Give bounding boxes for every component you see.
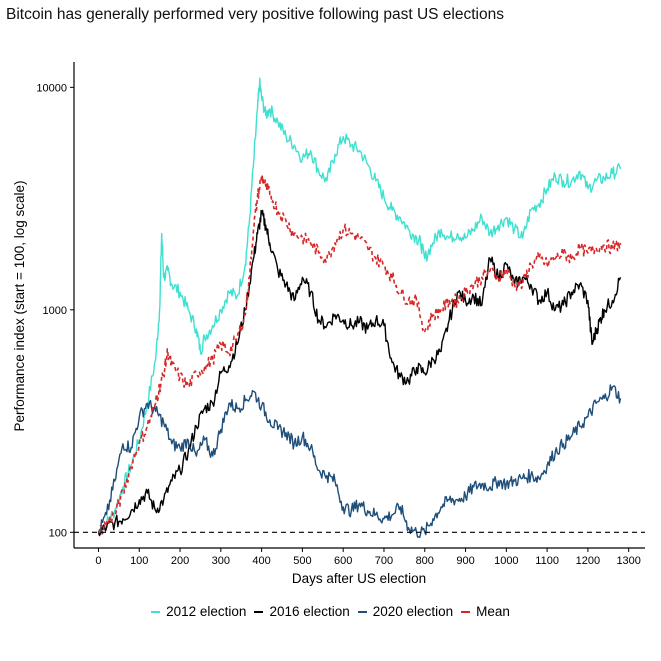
legend-item-mean: Mean xyxy=(461,604,510,619)
x-tick-label: 200 xyxy=(171,555,189,567)
x-axis-title: Days after US election xyxy=(292,571,426,586)
axes: 0 100 200 300 400 500 600 700 800 900 1000 1100 1200… xyxy=(36,62,645,567)
y-tick-label: 100 xyxy=(49,527,67,539)
x-tick-label: 600 xyxy=(334,555,352,567)
x-tick-label: 1300 xyxy=(616,555,640,567)
legend: 2012 election 2016 election 2020 election M… xyxy=(0,604,661,619)
legend-label: 2020 election xyxy=(372,604,454,619)
x-tick-label: 0 xyxy=(95,555,101,567)
series-line-2012-election xyxy=(98,77,622,535)
y-axis-title: Performance index (start = 100, log scal… xyxy=(12,181,27,432)
legend-label: 2012 election xyxy=(166,604,247,619)
legend-key xyxy=(151,611,161,614)
series-line-mean xyxy=(98,173,622,535)
y-tick-label: 1000 xyxy=(43,305,67,317)
x-tick-label: 900 xyxy=(456,555,474,567)
legend-item-2020-election: 2020 election xyxy=(357,604,454,619)
x-tick-label: 400 xyxy=(252,555,270,567)
series-line-2016-election xyxy=(97,209,622,537)
x-tick-label: 500 xyxy=(293,555,311,567)
x-tick-label: 800 xyxy=(416,555,434,567)
legend-label: Mean xyxy=(476,604,510,619)
legend-item-2012-election: 2012 election xyxy=(151,604,246,619)
x-tick-label: 1100 xyxy=(535,555,559,567)
legend-label: 2016 election xyxy=(269,604,350,619)
x-tick-label: 300 xyxy=(212,555,230,567)
chart-title: Bitcoin has generally performed very pos… xyxy=(6,6,504,23)
series-line-2020-election xyxy=(97,384,622,539)
legend-item-2016-election: 2016 election xyxy=(254,604,350,619)
legend-key xyxy=(254,611,264,614)
x-tick-label: 700 xyxy=(375,555,393,567)
x-tick-label: 1200 xyxy=(576,555,600,567)
x-tick-label: 1000 xyxy=(494,555,518,567)
y-tick-label: 10000 xyxy=(36,82,67,94)
legend-key xyxy=(357,611,367,614)
series-lines xyxy=(97,77,622,539)
x-tick-label: 100 xyxy=(130,555,148,567)
legend-key xyxy=(461,611,471,614)
